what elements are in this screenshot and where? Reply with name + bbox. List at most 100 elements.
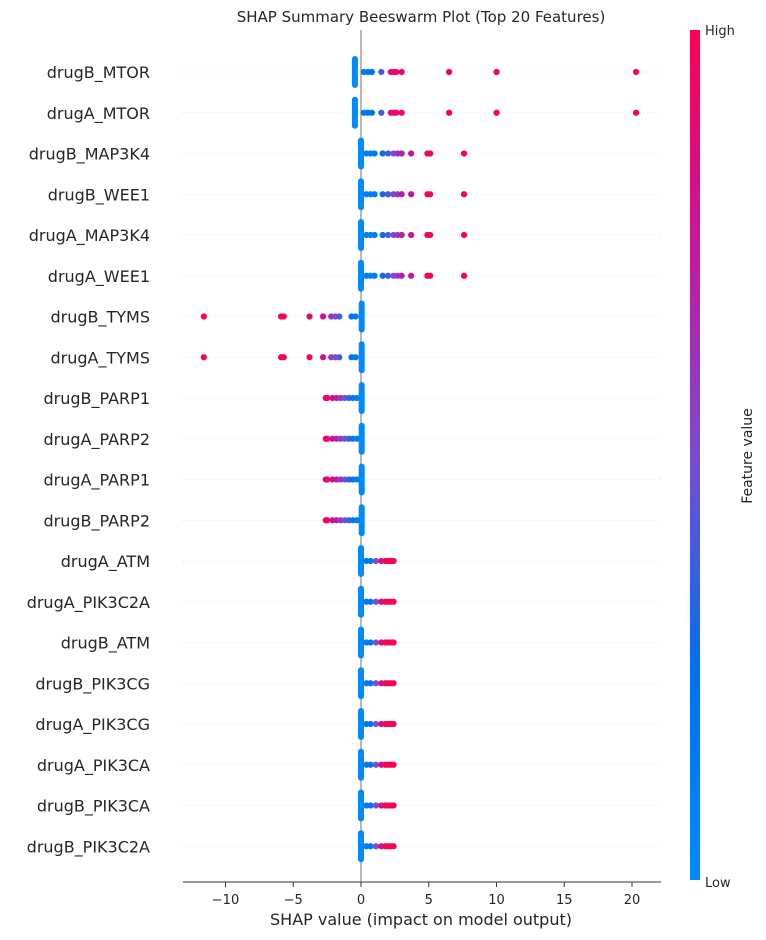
feature-label: drugA_ATM (61, 552, 150, 572)
shap-point (324, 435, 331, 442)
shap-point (353, 394, 361, 402)
shap-point (390, 598, 397, 605)
colorbar-low-label: Low (705, 876, 731, 891)
shap-point (353, 517, 361, 524)
feature-label: drugA_WEE1 (48, 267, 150, 287)
shap-point (372, 720, 380, 728)
feature-label: drugA_PARP2 (44, 430, 151, 450)
shap-point (353, 435, 361, 442)
shap-point (379, 231, 386, 239)
feature-label: drugB_MAP3K4 (29, 145, 150, 165)
x-tick-label: 0 (357, 893, 365, 908)
colorbar-high-label: High (705, 24, 735, 39)
shap-point (324, 517, 331, 524)
shap-point (390, 720, 397, 728)
shap-point (378, 68, 385, 76)
colorbar (690, 30, 700, 880)
shap-point (336, 354, 343, 361)
shap-point (378, 109, 385, 116)
x-tick-label: 15 (556, 893, 573, 908)
shap-point (367, 761, 374, 768)
shap-point (200, 313, 207, 320)
shap-point (445, 68, 453, 76)
shap-point (398, 231, 405, 239)
zero-point-cluster (358, 341, 365, 374)
zero-point-cluster (358, 545, 364, 577)
x-tick-label: 5 (425, 893, 433, 908)
shap-point (352, 354, 359, 361)
zero-point-cluster (358, 626, 364, 659)
zero-point-cluster (358, 137, 364, 170)
colorbar-label: Feature value (740, 408, 756, 504)
shap-point (280, 354, 287, 361)
shap-point (460, 231, 468, 239)
zero-point-cluster (358, 219, 364, 251)
feature-label: drugB_WEE1 (48, 185, 150, 205)
shap-point (393, 68, 400, 76)
zero-point-cluster (358, 300, 365, 333)
shap-point (398, 109, 405, 116)
zero-point-cluster (358, 748, 364, 781)
x-tick-label: 20 (624, 893, 641, 908)
shap-point (445, 109, 453, 116)
shap-point (367, 843, 374, 850)
shap-point (385, 231, 392, 239)
shap-point (460, 150, 468, 157)
shap-point (319, 313, 327, 320)
shap-point (371, 272, 378, 279)
shap-point (390, 680, 397, 687)
feature-labels: drugB_MTOR drugA_MTOR drugB_MAP3K4 drugB_WE… (27, 63, 150, 857)
shap-point (408, 231, 415, 239)
shap-point (493, 109, 500, 116)
shap-point (390, 843, 397, 850)
shap-point (372, 802, 380, 809)
shap-point (371, 150, 378, 157)
shap-point (367, 720, 374, 728)
x-axis-ticks: −10 −5 0 5 10 15 20 (212, 882, 640, 908)
shap-point (280, 313, 287, 320)
shap-point (632, 68, 640, 76)
shap-point (367, 598, 374, 605)
shap-point (460, 191, 468, 198)
shap-point (368, 109, 375, 116)
shap-point (367, 639, 374, 646)
shap-point (367, 557, 374, 565)
shap-point (372, 680, 380, 687)
shap-point (385, 150, 392, 157)
shap-point (379, 150, 386, 157)
shap-point (427, 150, 434, 157)
feature-label: drugA_MAP3K4 (29, 226, 150, 246)
shap-point (379, 272, 386, 279)
shap-point (390, 802, 397, 809)
feature-label: drugA_TYMS (51, 348, 150, 368)
shap-point (371, 191, 378, 198)
shap-point (427, 272, 434, 279)
feature-label: drugB_PARP2 (43, 511, 150, 531)
feature-label: drugA_PIK3CG (35, 715, 150, 735)
feature-label: drugB_PIK3CG (35, 674, 150, 694)
shap-point (493, 68, 500, 76)
shap-point (352, 313, 359, 320)
feature-label: drugA_PIK3C2A (27, 593, 150, 613)
shap-point (390, 639, 397, 646)
x-axis-label: SHAP value (impact on model output) (270, 910, 572, 929)
x-tick-label: 10 (488, 893, 505, 908)
zero-point-cluster (358, 463, 365, 496)
feature-label: drugB_ATM (61, 634, 150, 654)
shap-point (371, 231, 378, 239)
x-tick-label: −10 (212, 893, 239, 908)
shap-point (367, 802, 374, 809)
shap-point (427, 231, 434, 239)
shap-point (398, 68, 405, 76)
x-tick-label: −5 (284, 893, 303, 908)
shap-point (372, 843, 380, 850)
zero-point-cluster (358, 830, 364, 863)
zero-point-cluster (358, 667, 364, 700)
shap-point (385, 191, 392, 198)
shap-point (336, 313, 343, 320)
zero-point-cluster (351, 96, 358, 129)
shap-point (319, 354, 327, 361)
shap-point (390, 761, 397, 768)
feature-label: drugB_PIK3CA (37, 797, 150, 817)
